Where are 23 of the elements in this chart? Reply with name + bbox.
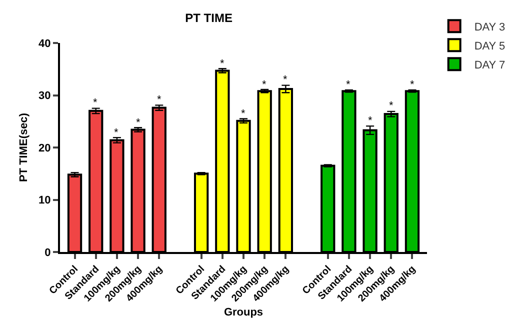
data-label: * bbox=[157, 94, 162, 106]
data-label: * bbox=[346, 79, 351, 91]
y-tick-label: 20 bbox=[38, 142, 51, 154]
chart-title: PT TIME bbox=[185, 10, 232, 25]
data-label: * bbox=[389, 100, 394, 112]
data-label: * bbox=[93, 97, 98, 109]
y-tick-label: 0 bbox=[44, 246, 51, 259]
data-label: * bbox=[262, 79, 267, 91]
legend-label: DAY 5 bbox=[474, 40, 506, 52]
data-label: * bbox=[136, 117, 141, 129]
data-label: * bbox=[220, 58, 225, 70]
legend-label: DAY 3 bbox=[474, 21, 506, 34]
data-label: * bbox=[114, 127, 119, 139]
y-tick-label: 30 bbox=[38, 90, 51, 102]
data-label: * bbox=[283, 74, 288, 86]
legend-label: DAY 7 bbox=[474, 59, 506, 72]
y-tick-label: 40 bbox=[38, 38, 51, 50]
data-label: * bbox=[410, 79, 415, 91]
data-label: * bbox=[241, 108, 246, 120]
x-axis-title: Groups bbox=[224, 306, 264, 318]
data-label: * bbox=[368, 115, 373, 127]
y-axis-title: PT TIME(sec) bbox=[18, 112, 30, 182]
y-tick-label: 10 bbox=[38, 194, 51, 207]
